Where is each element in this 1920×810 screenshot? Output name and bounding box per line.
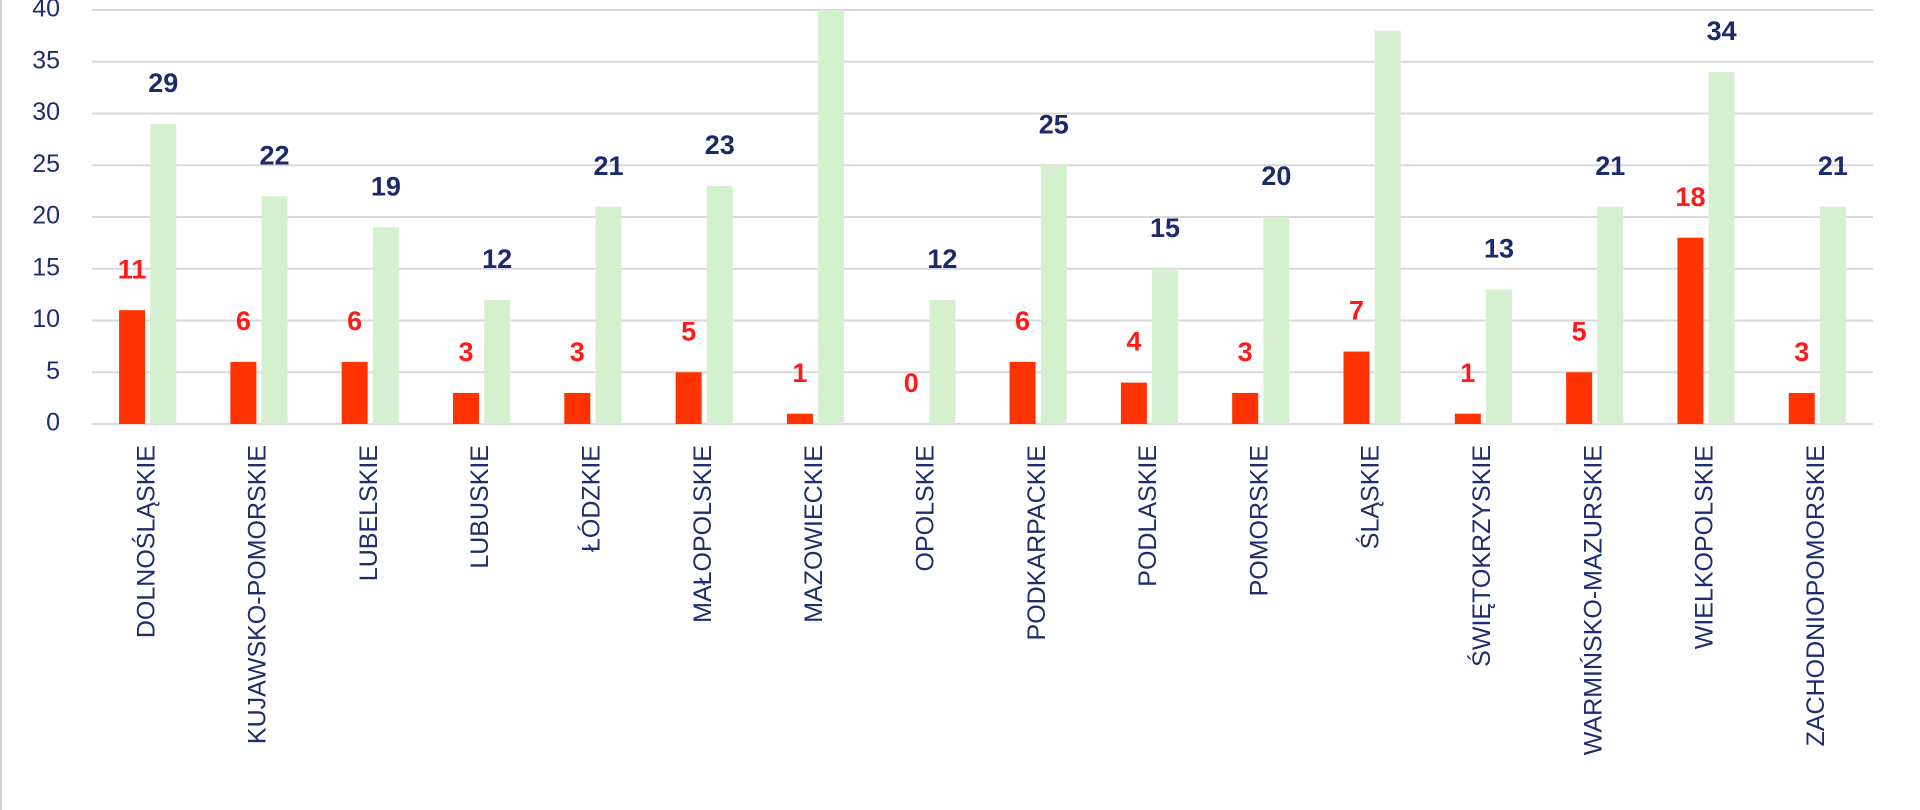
bar — [564, 392, 591, 424]
data-label: 19 — [371, 171, 401, 201]
data-label: 12 — [482, 244, 512, 274]
bar — [1263, 217, 1290, 424]
data-label: 12 — [927, 244, 957, 274]
data-label: 22 — [260, 140, 290, 170]
bar — [1343, 351, 1370, 424]
data-label: 6 — [1015, 306, 1030, 336]
data-label: 29 — [148, 68, 178, 98]
y-tick-label: 35 — [32, 46, 60, 74]
bar — [453, 392, 480, 424]
x-tick-label: DOLNOŚLĄSKIE — [130, 445, 160, 638]
bar — [706, 185, 733, 424]
data-label: 6 — [236, 306, 251, 336]
y-tick-label: 10 — [32, 305, 60, 333]
data-label: 6 — [347, 306, 362, 336]
bar — [1232, 392, 1259, 424]
y-tick-label: 5 — [46, 357, 60, 385]
y-tick-label: 0 — [46, 409, 60, 437]
y-tick-label: 40 — [32, 0, 60, 23]
bar — [1788, 392, 1815, 424]
data-label: 21 — [1595, 151, 1625, 181]
x-tick-label: WARMIŃSKO-MAZURSKIE — [1578, 445, 1607, 755]
bar — [786, 413, 813, 424]
bar — [341, 361, 368, 424]
x-tick-label: POMORSKIE — [1245, 445, 1273, 596]
data-label: 38 — [1373, 0, 1403, 5]
data-label: 1 — [792, 358, 807, 388]
x-tick-label: ŚLĄSKIE — [1355, 445, 1385, 549]
bar — [150, 123, 177, 424]
data-label: 11 — [118, 254, 147, 284]
x-tick-label: KUJAWSKO-POMORSKIE — [244, 445, 272, 744]
bar — [1040, 165, 1067, 424]
bar — [372, 227, 399, 424]
bar — [1708, 72, 1735, 424]
data-label: 23 — [705, 130, 735, 160]
bar — [929, 299, 956, 424]
bar — [1819, 206, 1846, 424]
data-label: 3 — [458, 337, 473, 367]
x-tick-label: LUBUSKIE — [466, 445, 494, 569]
data-label: 18 — [1675, 182, 1705, 212]
bar — [1597, 206, 1624, 424]
data-label: 5 — [1572, 316, 1587, 346]
x-tick-label: MAŁOPOLSKIE — [689, 445, 717, 623]
bar — [1454, 413, 1481, 424]
x-tick-label: LUBELSKIE — [355, 445, 383, 581]
y-tick-label: 30 — [32, 98, 60, 126]
x-tick-label: WIELKOPOLSKIE — [1691, 445, 1719, 649]
data-label: 15 — [1150, 213, 1180, 243]
bar — [595, 206, 622, 424]
data-label: 0 — [904, 368, 919, 398]
bar — [261, 196, 288, 424]
bar — [119, 310, 146, 424]
bar — [1009, 361, 1036, 424]
data-label: 25 — [1039, 109, 1069, 139]
y-tick-label: 15 — [32, 253, 60, 281]
data-label: 34 — [1707, 16, 1737, 46]
bar — [1120, 382, 1147, 424]
bar — [1677, 237, 1704, 424]
x-tick-label: OPOLSKIE — [911, 445, 939, 571]
bar — [1485, 289, 1512, 424]
bar — [1566, 372, 1593, 424]
data-label: 5 — [681, 316, 696, 346]
data-label: 3 — [1238, 337, 1253, 367]
data-label: 1 — [1460, 358, 1475, 388]
y-tick-label: 20 — [32, 202, 60, 230]
y-tick-label: 25 — [32, 150, 60, 178]
bar — [1374, 30, 1401, 424]
bar — [818, 10, 845, 424]
data-label: 13 — [1484, 234, 1514, 264]
data-label: 21 — [1818, 151, 1848, 181]
data-label: 3 — [1794, 337, 1809, 367]
bar — [1152, 268, 1179, 424]
x-tick-label: ŁÓDZKIE — [577, 445, 606, 552]
bar — [230, 361, 257, 424]
bar — [484, 299, 511, 424]
data-label: 20 — [1261, 161, 1291, 191]
x-tick-label: ZACHODNIOPOMORSKIE — [1802, 445, 1830, 746]
x-tick-label: PODKARPACKIE — [1023, 445, 1051, 640]
x-tick-label: ŚWIĘTOKRZYSKIE — [1466, 445, 1496, 667]
x-tick-label: PODLASKIE — [1134, 445, 1162, 587]
data-label: 3 — [570, 337, 585, 367]
data-label: 21 — [593, 151, 623, 181]
data-label: 4 — [1126, 327, 1141, 357]
x-tick-label: MAZOWIECKIE — [800, 445, 828, 623]
data-label: 7 — [1349, 296, 1364, 326]
bar — [675, 372, 702, 424]
